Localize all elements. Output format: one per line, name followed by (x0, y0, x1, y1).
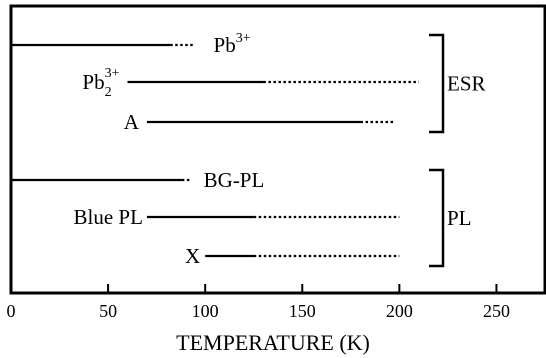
group-label-pl: PL (447, 206, 472, 230)
x-axis-title: TEMPERATURE (K) (176, 330, 370, 355)
x-tick-label-100: 100 (192, 301, 219, 321)
x-tick-label-250: 250 (483, 301, 510, 321)
x-tick-label-0: 0 (7, 301, 16, 321)
series-name-5: X (185, 244, 200, 268)
series-superscript-1: 3+ (105, 66, 120, 81)
series-name-2: A (124, 110, 140, 134)
series-name-0: Pb (214, 33, 236, 57)
series-label-5: X (185, 244, 200, 268)
series-name-3: BG-PL (204, 168, 265, 192)
series-label-1: Pb2 3+ (82, 66, 119, 100)
series-label-4: Blue PL (74, 205, 143, 229)
bracket-esr (429, 33, 445, 134)
series-label-0: Pb3+ (214, 31, 251, 57)
series-name-4: Blue PL (74, 205, 143, 229)
group-brackets: ESR PL (429, 33, 486, 268)
x-tick-label-50: 50 (99, 301, 117, 321)
group-label-esr: ESR (447, 72, 486, 96)
bracket-pl (429, 168, 445, 268)
series-name-1: Pb (82, 70, 104, 94)
plot-border (9, 4, 546, 295)
series-superscript-0: 3+ (236, 31, 251, 46)
plot-frame (9, 4, 546, 295)
range-bars (11, 43, 419, 258)
x-tick-label-150: 150 (289, 301, 316, 321)
series-label-2: A (124, 110, 140, 134)
x-tick-label-200: 200 (386, 301, 413, 321)
series-subscript-1: 2 (105, 85, 112, 100)
x-axis-ticks: 0 50 100 150 200 250 (7, 284, 510, 321)
series-label-3: BG-PL (204, 168, 265, 192)
